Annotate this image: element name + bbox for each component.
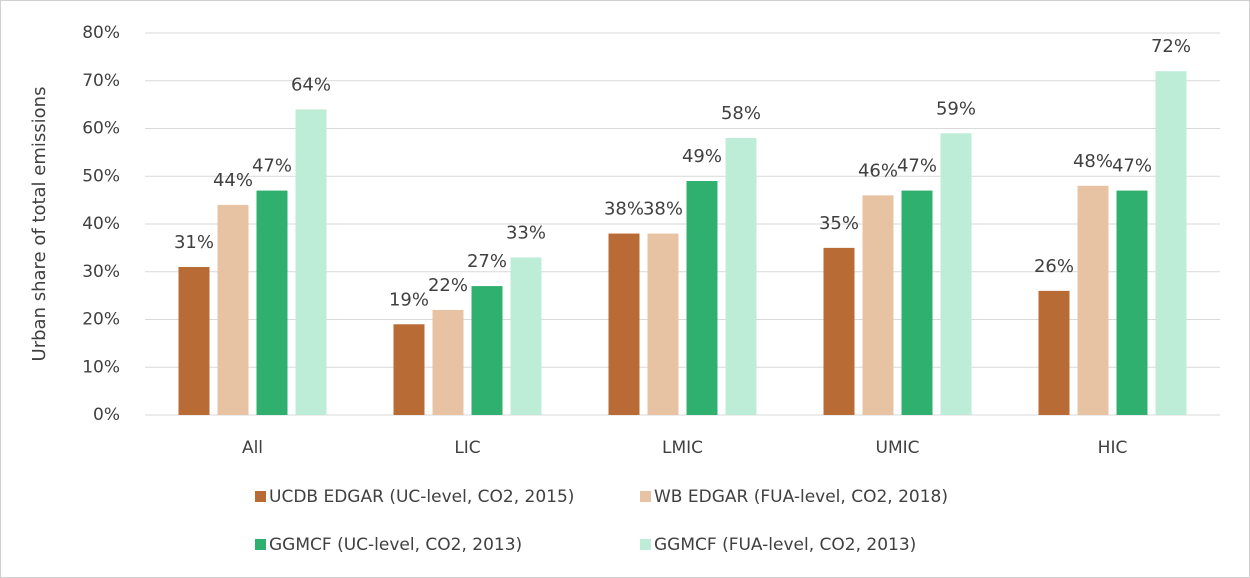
x-tick-label: All xyxy=(242,438,263,458)
y-tick-label: 50% xyxy=(82,166,120,186)
bar xyxy=(1155,71,1187,415)
x-tick-label: UMIC xyxy=(876,438,920,458)
bar xyxy=(295,109,327,416)
value-label: 38% xyxy=(643,199,683,220)
value-label: 26% xyxy=(1034,256,1074,277)
value-label: 31% xyxy=(174,232,214,253)
bar xyxy=(725,138,757,416)
y-tick-label: 10% xyxy=(82,357,120,377)
y-tick-label: 40% xyxy=(82,214,120,234)
value-label: 19% xyxy=(389,289,429,310)
bar xyxy=(471,286,503,415)
legend-swatch xyxy=(640,539,651,550)
bar xyxy=(647,233,679,415)
bar xyxy=(1077,185,1109,415)
bar xyxy=(510,257,542,415)
legend-label: WB EDGAR (FUA-level, CO2, 2018) xyxy=(654,487,948,507)
bar xyxy=(432,309,464,415)
bar xyxy=(1038,290,1070,415)
legend-label: GGMCF (UC-level, CO2, 2013) xyxy=(269,535,522,555)
value-label: 47% xyxy=(1112,156,1152,177)
legend-label: GGMCF (FUA-level, CO2, 2013) xyxy=(654,535,916,555)
bar xyxy=(823,247,855,415)
value-label: 48% xyxy=(1073,151,1113,172)
legend-swatch xyxy=(640,491,651,502)
bar xyxy=(1116,190,1148,415)
bar xyxy=(256,190,288,415)
y-tick-label: 60% xyxy=(82,119,120,139)
y-tick-label: 70% xyxy=(82,71,120,91)
value-label: 27% xyxy=(467,251,507,272)
x-tick-label: LIC xyxy=(454,438,480,458)
bar xyxy=(393,324,425,415)
value-label: 22% xyxy=(428,275,468,296)
value-label: 49% xyxy=(682,146,722,167)
y-axis-label: Urban share of total emissions xyxy=(29,87,50,362)
value-label: 58% xyxy=(721,103,761,124)
value-label: 72% xyxy=(1151,36,1191,57)
value-label: 46% xyxy=(858,160,898,181)
bar xyxy=(862,195,894,415)
value-label: 38% xyxy=(604,199,644,220)
y-tick-label: 30% xyxy=(82,262,120,282)
bar xyxy=(178,266,210,415)
value-label: 47% xyxy=(252,156,292,177)
y-tick-label: 0% xyxy=(93,405,120,425)
legend-swatch xyxy=(255,491,266,502)
value-label: 47% xyxy=(897,156,937,177)
x-tick-label: HIC xyxy=(1098,438,1128,458)
bar xyxy=(608,233,640,415)
value-label: 33% xyxy=(506,222,546,243)
value-label: 59% xyxy=(936,98,976,119)
bar xyxy=(686,181,718,415)
legend-label: UCDB EDGAR (UC-level, CO2, 2015) xyxy=(269,487,574,507)
y-tick-label: 20% xyxy=(82,310,120,330)
bar xyxy=(940,133,972,415)
y-tick-label: 80% xyxy=(82,23,120,43)
legend-swatch xyxy=(255,539,266,550)
bar xyxy=(901,190,933,415)
value-label: 44% xyxy=(213,170,253,191)
x-tick-label: LMIC xyxy=(662,438,703,458)
bar xyxy=(217,204,249,415)
value-label: 35% xyxy=(819,213,859,234)
value-label: 64% xyxy=(291,74,331,95)
